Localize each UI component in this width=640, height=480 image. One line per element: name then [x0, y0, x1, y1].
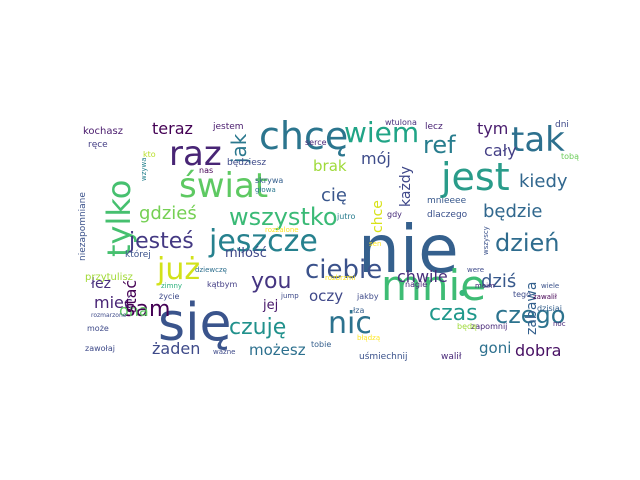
word-bladza: błądzą: [357, 334, 381, 342]
word-jest: jest: [441, 155, 510, 199]
word-kto: kto: [143, 150, 156, 159]
word-ktorej: której: [125, 250, 151, 260]
word-bedziesz: będziesz: [227, 158, 267, 168]
word-czuje: czuję: [229, 315, 287, 340]
word-brak: brak: [313, 157, 347, 175]
word-wiem: wiem: [344, 116, 420, 149]
word-rozmarzone: rozmarzone: [91, 312, 127, 319]
word-nagle: nagle: [405, 280, 428, 289]
word-skrywa: skrywa: [255, 176, 284, 185]
word-wtulona: wtulona: [385, 118, 417, 127]
word-noc: noc: [553, 320, 566, 328]
word-miec: mieć: [94, 293, 133, 312]
word-mnieeee: mnieeee: [427, 196, 467, 206]
word-chce: chcę: [259, 114, 349, 158]
word-ref: ref: [423, 131, 456, 159]
word-lez: łez: [91, 276, 111, 292]
word-mozesz: możesz: [249, 341, 306, 359]
word-czego: czego: [495, 301, 566, 329]
word-rozbrzmi: rozbrzmi: [325, 274, 356, 282]
word-jeszcze: jeszcze: [209, 224, 318, 259]
word-dobra: dobra: [515, 341, 562, 360]
word-tobie: tobie: [311, 340, 332, 349]
word-zimny: zimny: [161, 282, 183, 290]
word-wzywa: wzywa: [140, 157, 148, 181]
word-wazne: ważne: [213, 348, 236, 356]
word-zapomnij: zapomnij: [471, 322, 508, 331]
word-dzis: dziś: [481, 271, 517, 292]
word-kazdy: każdy: [398, 166, 414, 207]
word-swiat: świat: [179, 166, 269, 206]
word-cie: cię: [321, 185, 347, 206]
word-zawalil: zawalił: [533, 293, 557, 301]
word-serce: serce: [305, 138, 327, 147]
word-usmiechnij: uśmiechnij: [359, 352, 408, 362]
word-rece: ręce: [88, 140, 108, 150]
word-zaden: żaden: [152, 339, 201, 358]
word-lecz: lecz: [425, 122, 443, 132]
word-kiedy: kiedy: [519, 171, 568, 192]
word-tym: tym: [477, 119, 509, 138]
word-jestem: jestem: [213, 122, 244, 132]
word-gdzies: gdzieś: [139, 203, 197, 224]
word-zawolaj: zawołaj: [85, 344, 115, 353]
word-gdy: gdy: [387, 210, 402, 219]
word-chwile: chwile: [397, 267, 448, 286]
word-dlaczego: dlaczego: [427, 210, 468, 220]
word-toba: tobą: [561, 152, 580, 161]
word-sen: sen: [369, 240, 382, 248]
word-moj: mój: [361, 149, 391, 168]
word-moze: może: [87, 324, 109, 333]
word-sie: się: [158, 293, 232, 353]
word-rozzalone: rozżalone: [265, 226, 299, 234]
word-nic: nic: [328, 306, 372, 341]
word-were: were: [467, 266, 485, 274]
word-kochasz: kochasz: [83, 126, 123, 137]
word-oczy: oczy: [309, 287, 344, 305]
word-nas: nas: [199, 166, 214, 175]
word-juz: już: [157, 252, 201, 287]
word-dziewcze: dziewczę: [195, 266, 227, 274]
word-zycie: życie: [159, 292, 180, 301]
word-glowa: głowa: [255, 186, 276, 194]
word-lza: łza: [353, 306, 365, 315]
word-milosc: miłość: [225, 246, 267, 261]
word-ciebie: ciebie: [305, 255, 383, 285]
word-jutro: jutro: [337, 212, 356, 221]
word-wszystko: wszystko: [229, 203, 338, 231]
word-dot: ●: [459, 288, 466, 297]
word-sam: sam: [124, 297, 171, 322]
word-bedzie: będzie: [483, 201, 543, 222]
word-mnie: mnie: [381, 261, 487, 310]
word-jakby: jakby: [357, 292, 379, 301]
word-jej: jej: [263, 298, 279, 313]
word-niezapomniane: niezapomniane: [78, 192, 88, 261]
word-caly: cały: [484, 141, 517, 160]
word-jump: jump: [281, 292, 299, 300]
word-tego: tego: [513, 290, 532, 299]
word-ona: ona: [119, 301, 149, 320]
word-raz: raz: [169, 134, 222, 174]
word-teraz: teraz: [152, 119, 193, 138]
word-tak: tak: [511, 120, 565, 160]
word-moim: moim: [475, 282, 495, 290]
word-jestes: jesteś: [129, 229, 194, 254]
word-katbym: kątbym: [207, 280, 238, 289]
word-nie: nie: [358, 211, 459, 288]
word-cloud: nie się mnie jest chcę tak świat jeszcze…: [78, 114, 579, 363]
word-walil: walił: [441, 352, 462, 362]
word-dzisiaj: dzisiaj: [537, 304, 563, 313]
word-you: you: [251, 269, 292, 294]
word-dzien: dzień: [495, 229, 560, 257]
word-bede: będę: [457, 322, 477, 331]
word-dni: dni: [555, 120, 569, 130]
word-czas: czas: [429, 301, 478, 326]
word-goni: goni: [479, 339, 512, 357]
word-chce-2: chce: [370, 200, 386, 233]
word-przytulisz: przytulisz: [85, 272, 133, 283]
word-stac: stać: [121, 279, 140, 313]
word-wiele: wiele: [541, 282, 560, 290]
word-wszyscy: wszyscy: [482, 226, 490, 255]
